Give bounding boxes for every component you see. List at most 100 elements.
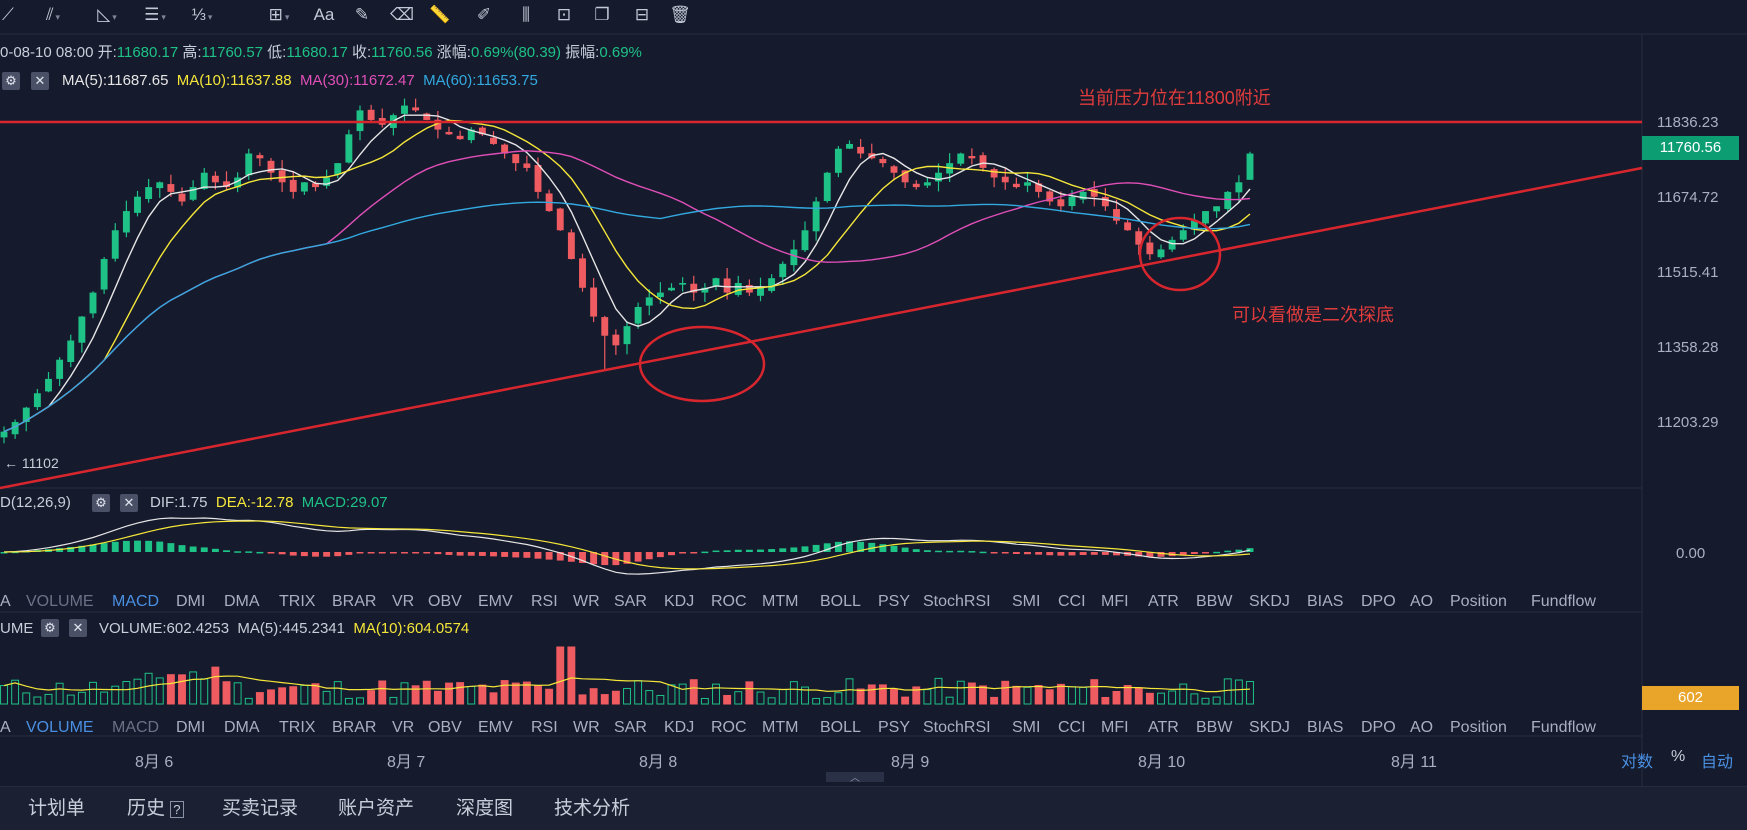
nav-account-assets[interactable]: 账户资产 <box>338 798 415 819</box>
indicator-tab-emv[interactable]: EMV <box>478 719 513 736</box>
indicator-tab-skdj[interactable]: SKDJ <box>1249 593 1290 610</box>
volume-settings-gear-icon[interactable]: ⚙ <box>41 619 59 637</box>
hide-icon[interactable]: ⊟ <box>634 5 650 24</box>
chart-canvas[interactable]: ︿ <box>0 0 1747 786</box>
indicator-tab-vr[interactable]: VR <box>392 593 415 610</box>
indicator-tab-cci[interactable]: CCI <box>1058 593 1086 610</box>
indicator-tab-volume[interactable]: VOLUME <box>26 593 94 610</box>
indicator-tab-dpo[interactable]: DPO <box>1361 593 1396 610</box>
indicator-tab-dma[interactable]: DMA <box>224 719 260 736</box>
trend-line-icon[interactable]: ⟋ <box>2 5 14 24</box>
indicator-tab-bias[interactable]: BIAS <box>1307 719 1344 736</box>
auto-scale-toggle[interactable]: 自动 <box>1701 754 1734 771</box>
indicator-tab-bbw[interactable]: BBW <box>1196 719 1233 736</box>
indicator-tab-boll[interactable]: BOLL <box>820 719 861 736</box>
close-icon[interactable]: ✕ <box>31 72 49 90</box>
indicator-tab-kdj[interactable]: KDJ <box>664 719 695 736</box>
low-price-marker: ← 11102 <box>4 455 59 471</box>
indicator-tab-smi[interactable]: SMI <box>1012 719 1041 736</box>
log-scale-toggle[interactable]: 对数 <box>1621 754 1654 771</box>
indicator-tab-wr[interactable]: WR <box>573 593 600 610</box>
indicator-tab-mtm[interactable]: MTM <box>762 593 799 610</box>
delete-icon[interactable]: 🗑 <box>669 5 691 24</box>
indicator-tab-sar[interactable]: SAR <box>614 719 647 736</box>
indicator-tab-macd[interactable]: MACD <box>112 719 160 736</box>
text-icon[interactable]: Aa <box>313 5 335 24</box>
volume-bar <box>522 681 531 705</box>
indicator-tab-dmi[interactable]: DMI <box>176 593 206 610</box>
indicator-tab-dpo[interactable]: DPO <box>1361 719 1396 736</box>
macd-histogram-bar <box>356 552 364 554</box>
indicator-tab-wr[interactable]: WR <box>573 719 600 736</box>
nav-trade-records[interactable]: 买卖记录 <box>222 798 299 819</box>
indicator-tab-ao[interactable]: AO <box>1410 719 1434 736</box>
indicator-tab-stochrsi[interactable]: StochRSI <box>923 719 991 736</box>
indicator-tab-mtm[interactable]: MTM <box>762 719 799 736</box>
indicator-tab-brar[interactable]: BRAR <box>332 719 377 736</box>
indicator-tab-boll[interactable]: BOLL <box>820 593 861 610</box>
indicator-tab-roc[interactable]: ROC <box>711 719 747 736</box>
indicator-tab-atr[interactable]: ATR <box>1148 593 1179 610</box>
indicator-tab-position[interactable]: Position <box>1450 719 1507 736</box>
indicator-tab-trix[interactable]: TRIX <box>279 593 316 610</box>
lock-icon[interactable]: ⊡ <box>556 5 572 24</box>
indicator-tab-psy[interactable]: PSY <box>878 593 911 610</box>
indicator-tab-ao[interactable]: AO <box>1410 593 1434 610</box>
indicator-tab-obv[interactable]: OBV <box>428 593 462 610</box>
indicator-tab-rsi[interactable]: RSI <box>531 719 558 736</box>
indicator-tab-smi[interactable]: SMI <box>1012 593 1041 610</box>
eraser-icon[interactable]: ⌫ <box>390 5 415 24</box>
nav-history[interactable]: 历史 ? <box>127 799 184 820</box>
ruler-icon[interactable]: 📏 <box>429 5 451 24</box>
indicator-tab-sar[interactable]: SAR <box>614 593 647 610</box>
time-tick-label: 8月 9 <box>891 754 930 771</box>
indicator-tab-obv[interactable]: OBV <box>428 719 462 736</box>
copy-icon[interactable]: ❐ <box>594 5 610 24</box>
brush-icon[interactable]: ✎ <box>354 5 370 24</box>
indicator-tab-psy[interactable]: PSY <box>878 719 911 736</box>
indicator-tab-atr[interactable]: ATR <box>1148 719 1179 736</box>
help-icon[interactable]: ? <box>170 801 184 818</box>
macd-histogram-bar <box>167 543 175 552</box>
indicator-tab-mfi[interactable]: MFI <box>1101 593 1129 610</box>
macd-histogram-bar <box>757 549 764 552</box>
indicator-tab-position[interactable]: Position <box>1450 593 1507 610</box>
percent-scale-toggle[interactable]: % <box>1671 748 1686 765</box>
macd-close-icon[interactable]: ✕ <box>120 494 138 512</box>
indicator-tab-rsi[interactable]: RSI <box>531 593 558 610</box>
settings-gear-icon[interactable]: ⚙ <box>2 72 20 90</box>
indicator-tab-macd[interactable]: MACD <box>112 593 160 610</box>
nav-technical-analysis[interactable]: 技术分析 <box>554 798 631 819</box>
indicator-tab-trix[interactable]: TRIX <box>279 719 316 736</box>
indicator-tab-a[interactable]: A <box>0 719 11 736</box>
indicator-tab-mfi[interactable]: MFI <box>1101 719 1129 736</box>
fib-icon[interactable]: ◺ ▾ <box>97 5 117 24</box>
horizontal-line-icon[interactable]: ⫽ ▾ <box>45 5 61 24</box>
indicator-tab-bbw[interactable]: BBW <box>1196 593 1233 610</box>
indicator-tab-roc[interactable]: ROC <box>711 593 747 610</box>
indicator-tab-fundflow[interactable]: Fundflow <box>1531 719 1596 736</box>
candle-body <box>189 187 197 200</box>
nav-plan-orders[interactable]: 计划单 <box>28 798 86 819</box>
indicator-tab-fundflow[interactable]: Fundflow <box>1531 593 1596 610</box>
indicator-tab-a[interactable]: A <box>0 593 11 610</box>
indicator-tab-stochrsi[interactable]: StochRSI <box>923 593 991 610</box>
pattern-icon[interactable]: ☰ ▾ <box>144 5 166 24</box>
magnet-icon[interactable]: ✐ <box>476 5 492 24</box>
bars-icon[interactable]: ⫼ <box>522 5 530 24</box>
indicator-tab-emv[interactable]: EMV <box>478 593 513 610</box>
indicator-tab-dma[interactable]: DMA <box>224 593 260 610</box>
volume-close-icon[interactable]: ✕ <box>69 619 87 637</box>
measure-icon[interactable]: ⅓ ▾ <box>191 5 213 24</box>
indicator-tab-brar[interactable]: BRAR <box>332 593 377 610</box>
indicator-tab-vr[interactable]: VR <box>392 719 415 736</box>
indicator-tab-kdj[interactable]: KDJ <box>664 593 695 610</box>
macd-settings-gear-icon[interactable]: ⚙ <box>92 494 110 512</box>
indicator-tab-skdj[interactable]: SKDJ <box>1249 719 1290 736</box>
indicator-tab-cci[interactable]: CCI <box>1058 719 1086 736</box>
nav-depth-chart[interactable]: 深度图 <box>456 798 514 819</box>
indicator-tab-dmi[interactable]: DMI <box>176 719 206 736</box>
indicator-tab-bias[interactable]: BIAS <box>1307 593 1344 610</box>
crosshair-icon[interactable]: ⊞ ▾ <box>268 5 290 24</box>
indicator-tab-volume[interactable]: VOLUME <box>26 719 94 736</box>
